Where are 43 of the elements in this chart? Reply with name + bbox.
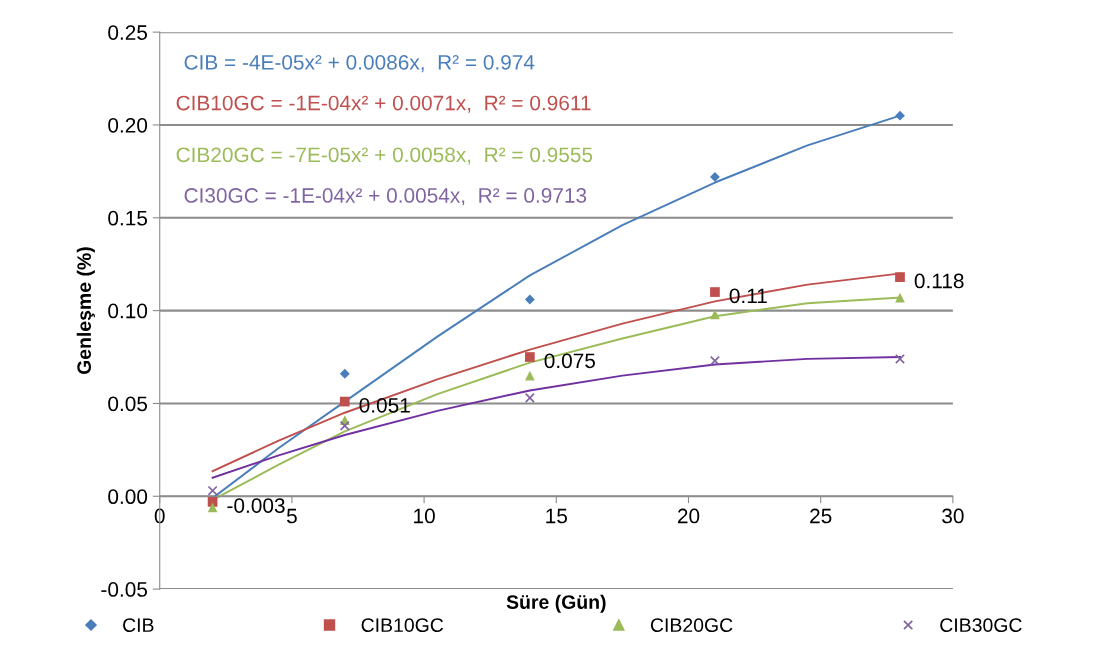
x-tick-label: 5 (286, 508, 297, 524)
point (710, 172, 720, 182)
point (895, 110, 905, 121)
x-tick-label: 20 (677, 508, 700, 524)
point (709, 355, 720, 366)
x-tick-label: 15 (546, 508, 568, 524)
x-tick-label: 30 (942, 508, 964, 524)
annotation: CIB10GC = -1E-04x² + 0.0071x, R² = 0.9611 (176, 95, 591, 113)
point (895, 272, 905, 283)
y-tick-label: 0.15 (108, 210, 148, 226)
y-tick-label: 0.20 (108, 117, 148, 133)
point (339, 420, 350, 431)
y-tick-label: 0.25 (108, 25, 148, 40)
annotation: CI30GC = -1E-04x² + 0.0054x, R² = 0.9713 (184, 188, 587, 206)
annotation: CIB = -4E-05x² + 0.0086x, R² = 0.974 (184, 54, 535, 73)
data-label: 0.118 (914, 273, 964, 289)
point (339, 396, 350, 407)
point (710, 309, 720, 320)
point (524, 392, 535, 403)
point (525, 370, 535, 381)
y-tick-label: -0.05 (101, 582, 148, 597)
point (710, 287, 720, 297)
point (525, 352, 535, 362)
point (207, 502, 218, 513)
legend-label: CIB10GC (361, 618, 444, 633)
point (207, 485, 218, 496)
point (524, 294, 535, 305)
y-tick-label: 0.05 (108, 396, 148, 412)
data-label: -0.003 (227, 498, 285, 513)
x-axis-title: Süre (Gün) (506, 594, 606, 613)
data-label: 0.075 (544, 353, 596, 369)
x-tick-label: 25 (810, 508, 832, 524)
legend-label: CIB20GC (650, 618, 733, 633)
point (339, 368, 350, 379)
annotation: CIB20GC = -7E-05x² + 0.0058x, R² = 0.9555 (176, 147, 593, 165)
point (894, 353, 905, 364)
x-tick-label: 0 (154, 508, 165, 524)
y-tick-label: 0.00 (108, 489, 148, 505)
y-axis-title: Genleşme (%) (76, 247, 95, 375)
y-tick-label: 0.10 (108, 303, 148, 319)
legend-label: CIB (123, 618, 154, 633)
legend-label: CIB30GC (940, 618, 1022, 633)
x-tick-label: 10 (414, 508, 435, 524)
